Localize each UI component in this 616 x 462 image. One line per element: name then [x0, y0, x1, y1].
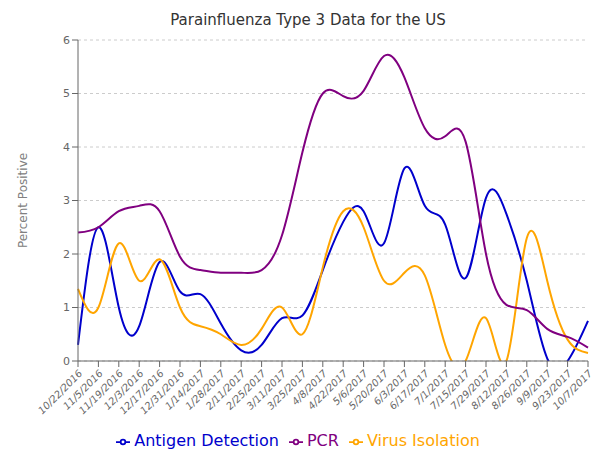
svg-text:0: 0: [63, 355, 70, 368]
svg-text:11/19/2016: 11/19/2016: [76, 367, 126, 417]
svg-text:10/7/2017: 10/7/2017: [550, 367, 594, 411]
svg-text:10/22/2016: 10/22/2016: [35, 367, 85, 417]
svg-text:8/26/2017: 8/26/2017: [489, 367, 534, 412]
svg-text:12/17/2016: 12/17/2016: [117, 367, 166, 417]
svg-text:5/20/2017: 5/20/2017: [346, 367, 391, 412]
svg-text:4/8/2017: 4/8/2017: [289, 367, 330, 408]
svg-text:2: 2: [63, 248, 70, 261]
svg-text:2/25/2017: 2/25/2017: [224, 367, 268, 412]
html-text:Parainfluenza Type 3 Data for: Parainfluenza Type 3 Data for the US: [170, 11, 446, 29]
svg-text:2/11/2017: 2/11/2017: [203, 367, 248, 412]
html-text:Virus Isolation: Virus Isolation: [366, 431, 480, 450]
svg-text:1: 1: [63, 301, 70, 314]
svg-text:5: 5: [63, 87, 70, 100]
svg-text:3: 3: [63, 194, 70, 207]
svg-text:9/23/2017: 9/23/2017: [530, 367, 574, 412]
html-text:PCR: PCR: [307, 431, 339, 450]
svg-text:12/3/2016: 12/3/2016: [101, 367, 146, 412]
svg-text:12/31/2016: 12/31/2016: [137, 367, 187, 417]
svg-text:4/22/2017: 4/22/2017: [305, 367, 350, 412]
svg-text:1/14/2017: 1/14/2017: [162, 367, 207, 412]
svg-text:3/11/2017: 3/11/2017: [244, 367, 289, 412]
svg-text:7/29/2017: 7/29/2017: [448, 367, 493, 412]
svg-text:9/9/2017: 9/9/2017: [514, 367, 554, 408]
svg-text:4: 4: [63, 141, 70, 154]
svg-text:5/6/2017: 5/6/2017: [330, 367, 370, 408]
svg-text:7/1/2017: 7/1/2017: [412, 367, 452, 408]
svg-text:6/17/2017: 6/17/2017: [387, 367, 432, 412]
html-text:Antigen Detection: Antigen Detection: [134, 431, 279, 450]
svg-text:7/15/2017: 7/15/2017: [428, 367, 472, 412]
svg-text:3/25/2017: 3/25/2017: [264, 367, 309, 412]
svg-text:Percent Positive: Percent Positive: [16, 153, 30, 248]
svg-text:8/12/2017: 8/12/2017: [468, 367, 513, 412]
svg-text:11/5/2016: 11/5/2016: [60, 367, 105, 412]
svg-text:6: 6: [63, 34, 70, 47]
svg-text:6/3/2017: 6/3/2017: [371, 367, 411, 408]
svg-text:1/28/2017: 1/28/2017: [183, 367, 228, 412]
